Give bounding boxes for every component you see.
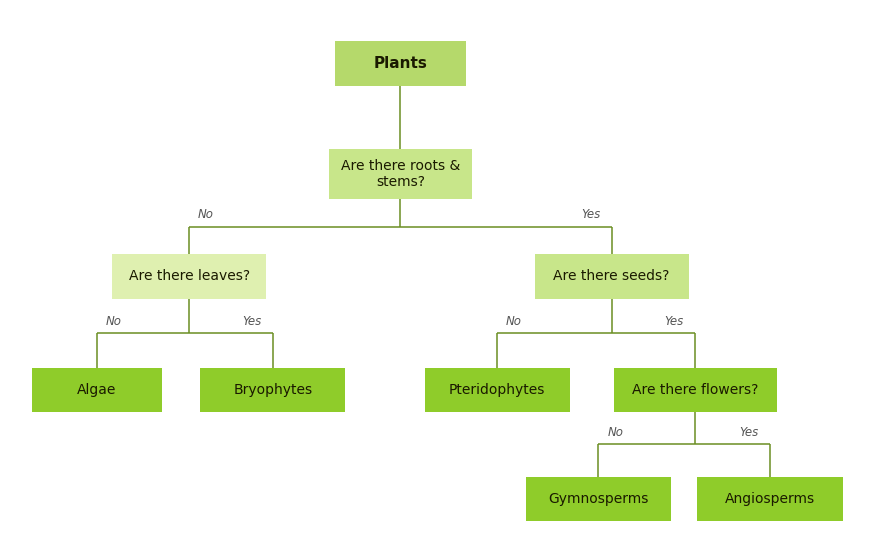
- Text: Pteridophytes: Pteridophytes: [449, 383, 546, 397]
- Text: Yes: Yes: [739, 426, 759, 439]
- Text: Plants: Plants: [373, 56, 428, 71]
- FancyBboxPatch shape: [113, 254, 267, 299]
- Text: Are there seeds?: Are there seeds?: [554, 269, 670, 284]
- Text: Yes: Yes: [664, 315, 684, 327]
- Text: Are there roots &
stems?: Are there roots & stems?: [341, 159, 460, 189]
- FancyBboxPatch shape: [335, 41, 466, 86]
- FancyBboxPatch shape: [424, 368, 570, 412]
- Text: Algae: Algae: [77, 383, 116, 397]
- Text: Yes: Yes: [242, 315, 261, 327]
- FancyBboxPatch shape: [535, 254, 688, 299]
- Text: Gymnosperms: Gymnosperms: [548, 492, 649, 506]
- Text: Are there leaves?: Are there leaves?: [128, 269, 250, 284]
- FancyBboxPatch shape: [32, 368, 162, 412]
- FancyBboxPatch shape: [329, 149, 472, 199]
- Text: No: No: [607, 426, 623, 439]
- FancyBboxPatch shape: [698, 477, 843, 521]
- Text: No: No: [106, 315, 121, 327]
- FancyBboxPatch shape: [614, 368, 777, 412]
- Text: Angiosperms: Angiosperms: [725, 492, 815, 506]
- Text: Yes: Yes: [581, 208, 600, 221]
- Text: Bryophytes: Bryophytes: [233, 383, 312, 397]
- Text: No: No: [198, 208, 214, 221]
- FancyBboxPatch shape: [526, 477, 671, 521]
- Text: No: No: [506, 315, 522, 327]
- FancyBboxPatch shape: [201, 368, 345, 412]
- Text: Are there flowers?: Are there flowers?: [632, 383, 759, 397]
